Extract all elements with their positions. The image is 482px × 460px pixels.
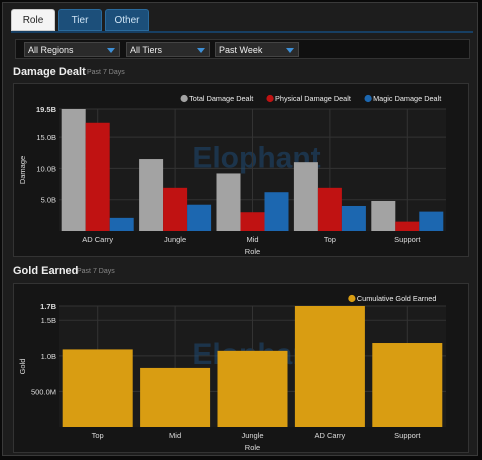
- y-axis-label: Damage: [18, 156, 27, 184]
- y-tick-label: 1.5B: [41, 316, 56, 325]
- x-tick-label: Jungle: [241, 431, 263, 440]
- legend-marker-icon: [180, 94, 188, 103]
- bar: [294, 306, 365, 427]
- x-tick-label: Jungle: [164, 235, 186, 244]
- bar: [395, 221, 420, 231]
- y-tick-label: 1.7B: [40, 302, 56, 311]
- filter-bar: All Regions All Tiers Past Week: [15, 39, 470, 59]
- legend-label: Cumulative Gold Earned: [357, 294, 437, 303]
- tier-select[interactable]: All Tiers: [126, 42, 210, 57]
- bar: [62, 349, 133, 427]
- region-select-value: All Regions: [28, 45, 74, 55]
- bar: [419, 211, 444, 231]
- damage-chart-panel: Elophant AD Carry Jungle Mid Top Support 5.0B 1…: [13, 83, 469, 257]
- tab-other[interactable]: Other: [105, 9, 149, 31]
- bar: [109, 217, 134, 231]
- bar: [264, 192, 289, 231]
- x-tick-label: Support: [394, 235, 421, 244]
- x-axis-label: Role: [245, 443, 260, 452]
- region-select[interactable]: All Regions: [24, 42, 120, 57]
- bar: [217, 350, 288, 427]
- tab-tier[interactable]: Tier: [58, 9, 102, 31]
- x-tick-label: AD Carry: [82, 235, 113, 244]
- chevron-down-icon: [107, 48, 115, 53]
- gold-chart-panel: ElophantTopMidJungleAD CarrySupport500.0…: [13, 283, 469, 453]
- tab-role[interactable]: Role: [11, 9, 55, 31]
- bar: [85, 122, 110, 231]
- app-frame: Role Tier Other All Regions All Tiers Pa…: [2, 2, 478, 456]
- x-tick-label: Top: [92, 431, 104, 440]
- tier-select-value: All Tiers: [130, 45, 163, 55]
- period-select-value: Past Week: [219, 45, 263, 55]
- legend-label: Physical Damage Dealt: [275, 94, 351, 103]
- x-tick-label: Support: [394, 431, 421, 440]
- chevron-down-icon: [286, 48, 294, 53]
- bar: [372, 343, 443, 427]
- legend-marker-icon: [348, 294, 356, 303]
- bar: [216, 173, 241, 231]
- bar: [187, 204, 212, 231]
- y-axis-label: Gold: [18, 359, 27, 375]
- y-tick-label: 10.0B: [36, 164, 56, 173]
- x-tick-label: AD Carry: [314, 431, 345, 440]
- bar: [293, 162, 318, 231]
- x-tick-label: Top: [324, 235, 336, 244]
- gold-section-subtitle: Past 7 Days: [77, 268, 115, 275]
- y-tick-label: 5.0B: [41, 196, 56, 205]
- x-axis-label: Role: [245, 247, 260, 256]
- gold-section-title: Gold Earned: [13, 265, 79, 277]
- x-tick-label: Mid: [246, 235, 258, 244]
- y-tick-label: 1.0B: [41, 352, 56, 361]
- y-tick-label: 500.0M: [31, 387, 56, 396]
- y-tick-label: 19.5B: [36, 105, 57, 114]
- legend-marker-icon: [364, 94, 372, 103]
- bar: [317, 187, 342, 231]
- bar: [163, 187, 188, 231]
- bar: [61, 109, 86, 231]
- period-select[interactable]: Past Week: [215, 42, 299, 57]
- x-tick-label: Mid: [169, 431, 181, 440]
- legend-marker-icon: [266, 94, 274, 103]
- tab-underline: [11, 31, 473, 33]
- bar: [341, 205, 366, 231]
- chevron-down-icon: [197, 48, 205, 53]
- bar: [140, 367, 211, 427]
- legend-label: Magic Damage Dealt: [373, 94, 441, 103]
- bar: [240, 212, 265, 231]
- bar: [371, 200, 396, 231]
- damage-section-title: Damage Dealt: [13, 66, 86, 78]
- gold-chart: ElophantTopMidJungleAD CarrySupport500.0…: [18, 294, 446, 452]
- y-tick-label: 15.0B: [36, 133, 56, 142]
- damage-section-subtitle: Past 7 Days: [87, 69, 125, 76]
- bar: [139, 159, 164, 231]
- legend-label: Total Damage Dealt: [189, 94, 253, 103]
